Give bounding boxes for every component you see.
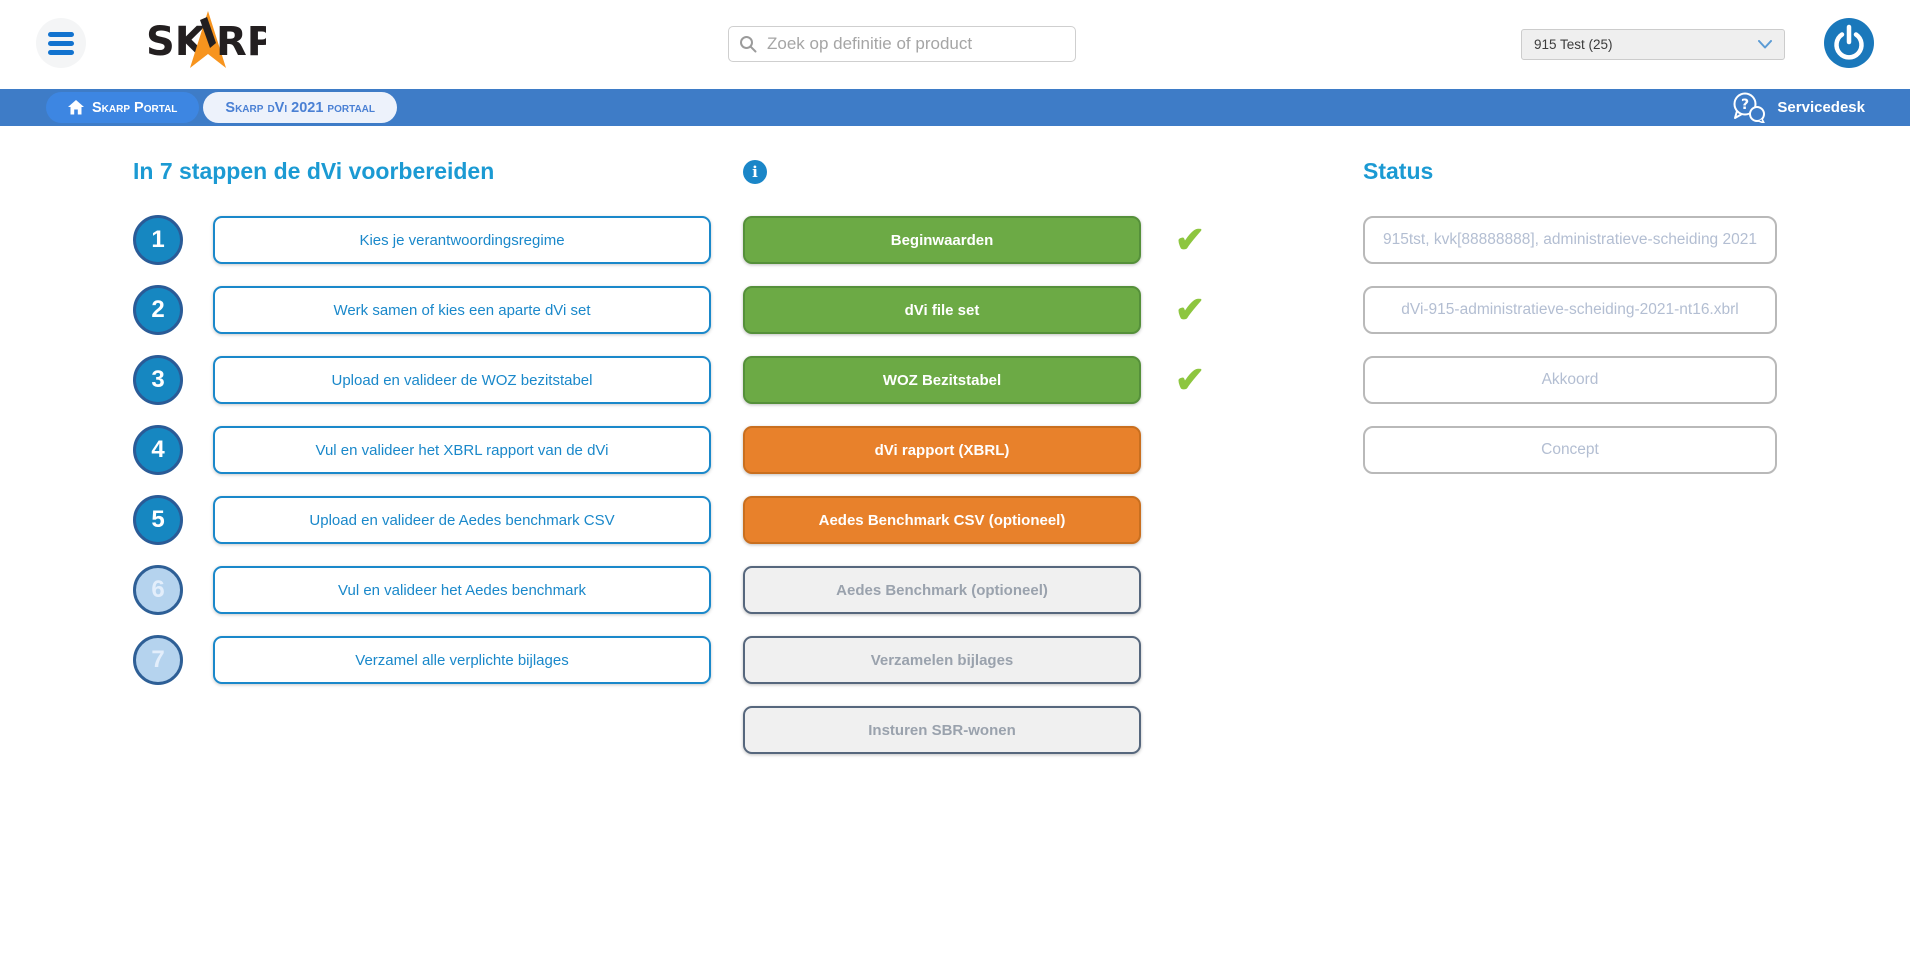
- servicedesk-chat-icon: ?: [1733, 92, 1766, 123]
- top-header: SK RP 915 Test (25): [0, 0, 1910, 89]
- hamburger-bar: [48, 49, 74, 55]
- step-row-7: 7 Verzamel alle verplichte bijlages: [133, 635, 711, 685]
- step-button-dvi-set[interactable]: Werk samen of kies een aparte dVi set: [213, 286, 711, 334]
- status-heading: Status: [1363, 158, 1434, 184]
- steps-column: 1 Kies je verantwoordingsregime 2 Werk s…: [133, 215, 711, 706]
- hamburger-bar: [48, 31, 74, 37]
- search-icon: [740, 36, 757, 53]
- home-icon: [68, 100, 84, 115]
- status-field-entity: 915tst, kvk[88888888], administratieve-s…: [1363, 216, 1777, 264]
- checkmark-icon: ✔: [1174, 289, 1206, 330]
- tab-label: Skarp dVi 2021 portaal: [225, 99, 376, 116]
- status-field-rapport: Concept: [1363, 426, 1777, 474]
- steps-heading: In 7 stappen de dVi voorbereiden: [133, 158, 495, 184]
- step-button-xbrl-rapport[interactable]: Vul en valideer het XBRL rapport van de …: [213, 426, 711, 474]
- info-icon[interactable]: i: [743, 160, 767, 184]
- power-icon: [1824, 18, 1874, 68]
- tab-skarp-dvi-2021-portaal[interactable]: Skarp dVi 2021 portaal: [203, 92, 398, 123]
- step-number-badge: 3: [133, 355, 183, 405]
- action-button-verzamelen-bijlages: Verzamelen bijlages: [743, 636, 1141, 684]
- status-field-woz: Akkoord: [1363, 356, 1777, 404]
- action-button-aedes-benchmark-csv[interactable]: Aedes Benchmark CSV (optioneel): [743, 496, 1141, 544]
- step-number-badge: 1: [133, 215, 183, 265]
- status-column: 915tst, kvk[88888888], administratieve-s…: [1363, 216, 1777, 496]
- step-row-3: 3 Upload en valideer de WOZ bezitstabel: [133, 355, 711, 405]
- checkmarks-column: ✔ ✔ ✔: [1168, 216, 1212, 426]
- actions-column: Beginwaarden dVi file set WOZ Bezitstabe…: [743, 216, 1141, 776]
- svg-text:?: ?: [1741, 97, 1749, 113]
- organisation-select[interactable]: 915 Test (25): [1521, 29, 1785, 60]
- step-row-6: 6 Vul en valideer het Aedes benchmark: [133, 565, 711, 615]
- hamburger-bar: [48, 40, 74, 46]
- step-row-1: 1 Kies je verantwoordingsregime: [133, 215, 711, 265]
- skarp-logo: SK RP: [146, 11, 266, 68]
- tab-skarp-portal[interactable]: Skarp Portal: [46, 92, 200, 123]
- logo-arrow-slash: [200, 17, 216, 48]
- step-button-verantwoordingsregime[interactable]: Kies je verantwoordingsregime: [213, 216, 711, 264]
- checkmark-icon: ✔: [1174, 359, 1206, 400]
- step-row-2: 2 Werk samen of kies een aparte dVi set: [133, 285, 711, 335]
- action-button-woz-bezitstabel[interactable]: WOZ Bezitstabel: [743, 356, 1141, 404]
- step-number-badge: 2: [133, 285, 183, 335]
- step-button-aedes-benchmark[interactable]: Vul en valideer het Aedes benchmark: [213, 566, 711, 614]
- step-number-badge: 4: [133, 425, 183, 475]
- checkmark-icon: ✔: [1174, 219, 1206, 260]
- step-button-woz-bezitstabel[interactable]: Upload en valideer de WOZ bezitstabel: [213, 356, 711, 404]
- logo-text-rp: RP: [216, 19, 266, 65]
- action-button-dvi-file-set[interactable]: dVi file set: [743, 286, 1141, 334]
- status-field-file-set: dVi-915-administratieve-scheiding-2021-n…: [1363, 286, 1777, 334]
- hamburger-menu-button[interactable]: [36, 18, 86, 68]
- action-button-dvi-rapport-xbrl[interactable]: dVi rapport (XBRL): [743, 426, 1141, 474]
- action-button-beginwaarden[interactable]: Beginwaarden: [743, 216, 1141, 264]
- logout-power-button[interactable]: [1823, 17, 1875, 69]
- step-row-4: 4 Vul en valideer het XBRL rapport van d…: [133, 425, 711, 475]
- step-row-5: 5 Upload en valideer de Aedes benchmark …: [133, 495, 711, 545]
- search-box[interactable]: [728, 26, 1076, 62]
- step-button-aedes-csv[interactable]: Upload en valideer de Aedes benchmark CS…: [213, 496, 711, 544]
- step-number-badge: 7: [133, 635, 183, 685]
- action-button-insturen-sbr-wonen: Insturen SBR-wonen: [743, 706, 1141, 754]
- step-number-badge: 5: [133, 495, 183, 545]
- chevron-down-icon: [1758, 40, 1772, 49]
- tab-label: Skarp Portal: [92, 99, 178, 116]
- action-button-aedes-benchmark: Aedes Benchmark (optioneel): [743, 566, 1141, 614]
- step-button-bijlages[interactable]: Verzamel alle verplichte bijlages: [213, 636, 711, 684]
- servicedesk-link[interactable]: ? Servicedesk: [1731, 89, 1865, 126]
- servicedesk-label: Servicedesk: [1777, 99, 1865, 116]
- search-input[interactable]: [765, 33, 1065, 55]
- organisation-select-value: 915 Test (25): [1534, 37, 1613, 52]
- step-number-badge: 6: [133, 565, 183, 615]
- portal-navbar: Skarp Portal Skarp dVi 2021 portaal ? Se…: [0, 89, 1910, 126]
